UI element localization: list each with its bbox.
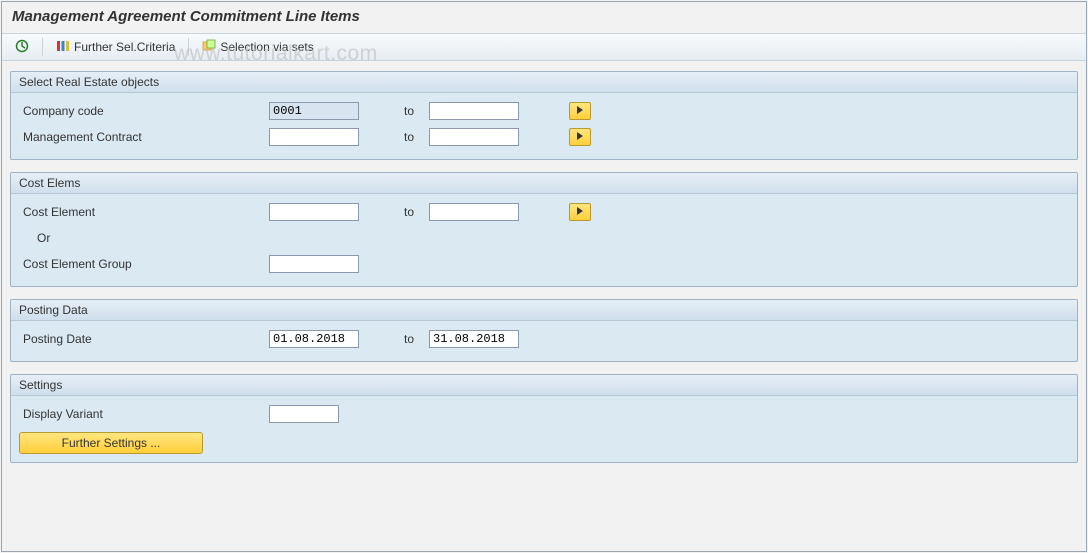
mgmt-contract-from-input[interactable] [269, 128, 359, 146]
row-display-variant: Display Variant [19, 402, 1069, 426]
cost-element-to-input[interactable] [429, 203, 519, 221]
row-cost-element: Cost Element to [19, 200, 1069, 224]
mgmt-contract-to-input[interactable] [429, 128, 519, 146]
mgmt-contract-label: Management Contract [19, 130, 269, 144]
display-variant-label: Display Variant [19, 407, 269, 421]
panel-cost-elems: Cost Elems Cost Element to [10, 172, 1078, 287]
company-code-multiselect-button[interactable] [569, 102, 591, 120]
toolbar-separator [42, 38, 43, 56]
arrow-right-icon [575, 131, 585, 144]
panel-posting-data-body: Posting Date to [11, 321, 1077, 361]
toolbar: Further Sel.Criteria Selection via sets [2, 33, 1086, 61]
selection-via-sets-button[interactable]: Selection via sets [195, 37, 320, 57]
display-variant-input[interactable] [269, 405, 339, 423]
company-code-to-input[interactable] [429, 102, 519, 120]
row-mgmt-contract: Management Contract to [19, 125, 1069, 149]
row-or: Or [19, 226, 1069, 250]
cost-element-multiselect-button[interactable] [569, 203, 591, 221]
panel-cost-elems-body: Cost Element to Or [11, 194, 1077, 286]
posting-date-from-input[interactable] [269, 330, 359, 348]
app-window: Management Agreement Commitment Line Ite… [1, 1, 1087, 552]
company-code-from-input[interactable] [269, 102, 359, 120]
posting-date-to-label: to [389, 332, 429, 346]
further-settings-label: Further Settings ... [62, 436, 161, 450]
panel-posting-data-title: Posting Data [11, 300, 1077, 321]
row-company-code: Company code to [19, 99, 1069, 123]
execute-button[interactable] [8, 37, 36, 57]
page-title: Management Agreement Commitment Line Ite… [2, 2, 1086, 33]
posting-date-label: Posting Date [19, 332, 269, 346]
cost-element-label: Cost Element [19, 205, 269, 219]
panel-real-estate-title: Select Real Estate objects [11, 72, 1077, 93]
arrow-right-icon [575, 206, 585, 219]
panel-real-estate: Select Real Estate objects Company code … [10, 71, 1078, 160]
row-cost-element-group: Cost Element Group [19, 252, 1069, 276]
panel-posting-data: Posting Data Posting Date to [10, 299, 1078, 362]
arrow-right-icon [575, 105, 585, 118]
company-code-label: Company code [19, 104, 269, 118]
mgmt-contract-multiselect-button[interactable] [569, 128, 591, 146]
mgmt-contract-to-label: to [389, 130, 429, 144]
panel-settings: Settings Display Variant Further Setting… [10, 374, 1078, 463]
content-area: Select Real Estate objects Company code … [2, 61, 1086, 485]
cost-element-to-label: to [389, 205, 429, 219]
criteria-icon [56, 39, 70, 56]
sets-icon [202, 39, 216, 56]
row-posting-date: Posting Date to [19, 327, 1069, 351]
toolbar-separator [188, 38, 189, 56]
panel-settings-title: Settings [11, 375, 1077, 396]
further-settings-button[interactable]: Further Settings ... [19, 432, 203, 454]
cost-element-from-input[interactable] [269, 203, 359, 221]
further-sel-criteria-button[interactable]: Further Sel.Criteria [49, 37, 182, 57]
cost-element-group-label: Cost Element Group [19, 257, 269, 271]
selection-via-sets-label: Selection via sets [220, 40, 313, 54]
panel-real-estate-body: Company code to Management Contract [11, 93, 1077, 159]
company-code-to-label: to [389, 104, 429, 118]
panel-cost-elems-title: Cost Elems [11, 173, 1077, 194]
cost-element-group-input[interactable] [269, 255, 359, 273]
panel-settings-body: Display Variant Further Settings ... [11, 396, 1077, 462]
further-sel-criteria-label: Further Sel.Criteria [74, 40, 175, 54]
posting-date-to-input[interactable] [429, 330, 519, 348]
or-label: Or [19, 231, 269, 245]
execute-icon [15, 39, 29, 56]
